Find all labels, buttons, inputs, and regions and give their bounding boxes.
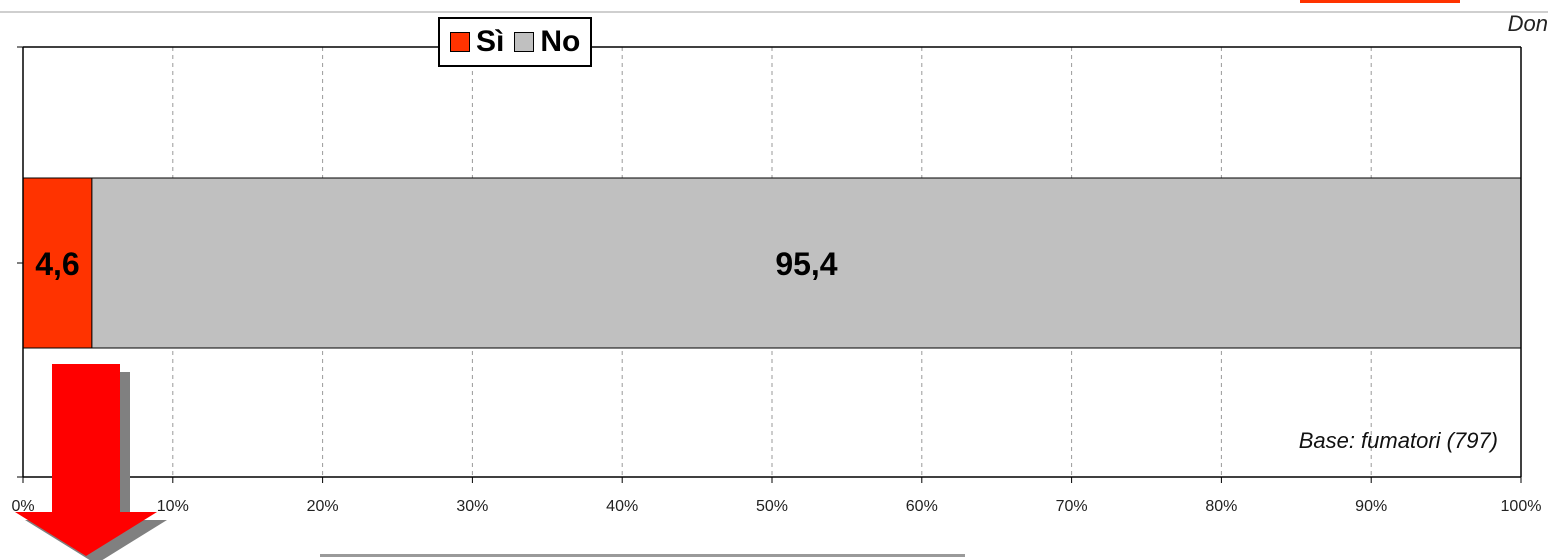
x-tick-label: 50% bbox=[756, 498, 788, 515]
x-tick-label: 70% bbox=[1056, 498, 1088, 515]
top-divider bbox=[0, 11, 1548, 13]
bar-no bbox=[91, 177, 1522, 349]
corner-text: Don bbox=[1507, 11, 1548, 36]
legend: Sì No bbox=[438, 17, 593, 67]
legend-label-si: Sì bbox=[476, 25, 505, 58]
legend-item-no: No bbox=[514, 25, 580, 59]
down-arrow-icon bbox=[15, 364, 167, 560]
x-tick-label: 20% bbox=[307, 498, 339, 515]
x-tick-label: 100% bbox=[1501, 498, 1542, 515]
x-tick-label: 40% bbox=[606, 498, 638, 515]
bottom-divider bbox=[320, 554, 965, 557]
data-label-si: 4,6 bbox=[35, 246, 79, 282]
data-label-no: 95,4 bbox=[775, 246, 837, 282]
x-tick-label: 60% bbox=[906, 498, 938, 515]
x-tick-label: 80% bbox=[1205, 498, 1237, 515]
top-accent-bar bbox=[1300, 0, 1460, 3]
legend-item-si: Sì bbox=[450, 25, 504, 59]
x-tick-label: 10% bbox=[157, 498, 189, 515]
data-labels: 4,6 95,4 bbox=[35, 246, 838, 282]
tick-labels: 0% 10% 20% 30% 40% 50% 60% 70% 80% 90% 100% bbox=[11, 498, 1541, 515]
legend-swatch-no bbox=[514, 32, 535, 52]
legend-label-no: No bbox=[540, 25, 581, 58]
axes bbox=[17, 46, 1522, 483]
arrow-body bbox=[15, 364, 157, 556]
legend-swatch-si bbox=[450, 32, 470, 52]
x-tick-label: 90% bbox=[1355, 498, 1387, 515]
base-annotation: Base: fumatori (797) bbox=[1298, 428, 1498, 453]
bars bbox=[22, 177, 1522, 349]
bar-si bbox=[22, 177, 93, 349]
x-tick-label: 0% bbox=[11, 498, 34, 515]
x-tick-label: 30% bbox=[456, 498, 488, 515]
